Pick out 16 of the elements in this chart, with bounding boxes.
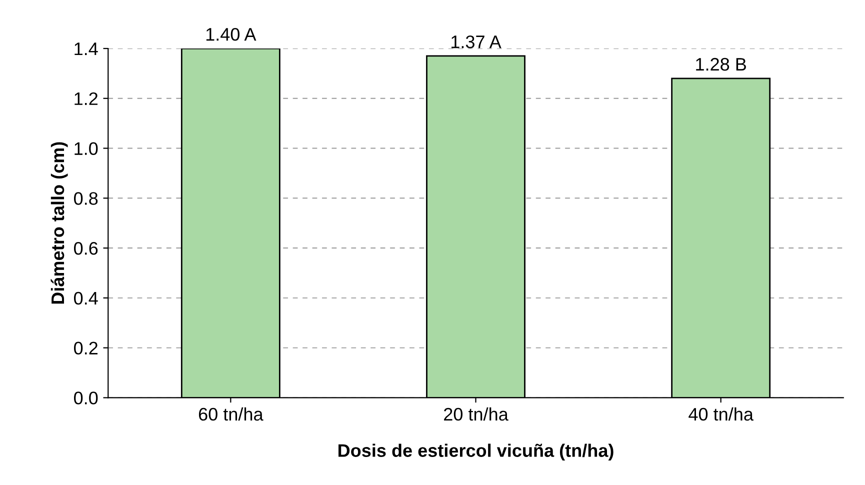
data-label: 1.40 A	[206, 28, 256, 41]
x-tick-label: 20 tn/ha	[444, 407, 508, 421]
y-tick-label: 1.2	[74, 92, 98, 105]
y-axis-title: Diámetro tallo (cm)	[50, 142, 68, 304]
data-label: 1.37 A	[452, 35, 502, 48]
x-axis-title: Dosis de estiercol vicuña (tn/ha)	[338, 444, 614, 461]
data-label: 1.28 B	[696, 58, 746, 71]
y-tick-label: 0.0	[74, 392, 98, 404]
y-tick-label: 1.4	[74, 42, 98, 56]
y-tick-label: 1.0	[74, 142, 98, 155]
x-tick-label: 60 tn/ha	[198, 407, 264, 421]
x-tick-label: 40 tn/ha	[688, 407, 754, 421]
y-tick-label: 0.6	[74, 242, 98, 255]
y-tick-label: 0.4	[74, 292, 98, 305]
y-tick-label: 0.8	[74, 192, 98, 205]
y-tick-label: 0.2	[74, 342, 98, 355]
